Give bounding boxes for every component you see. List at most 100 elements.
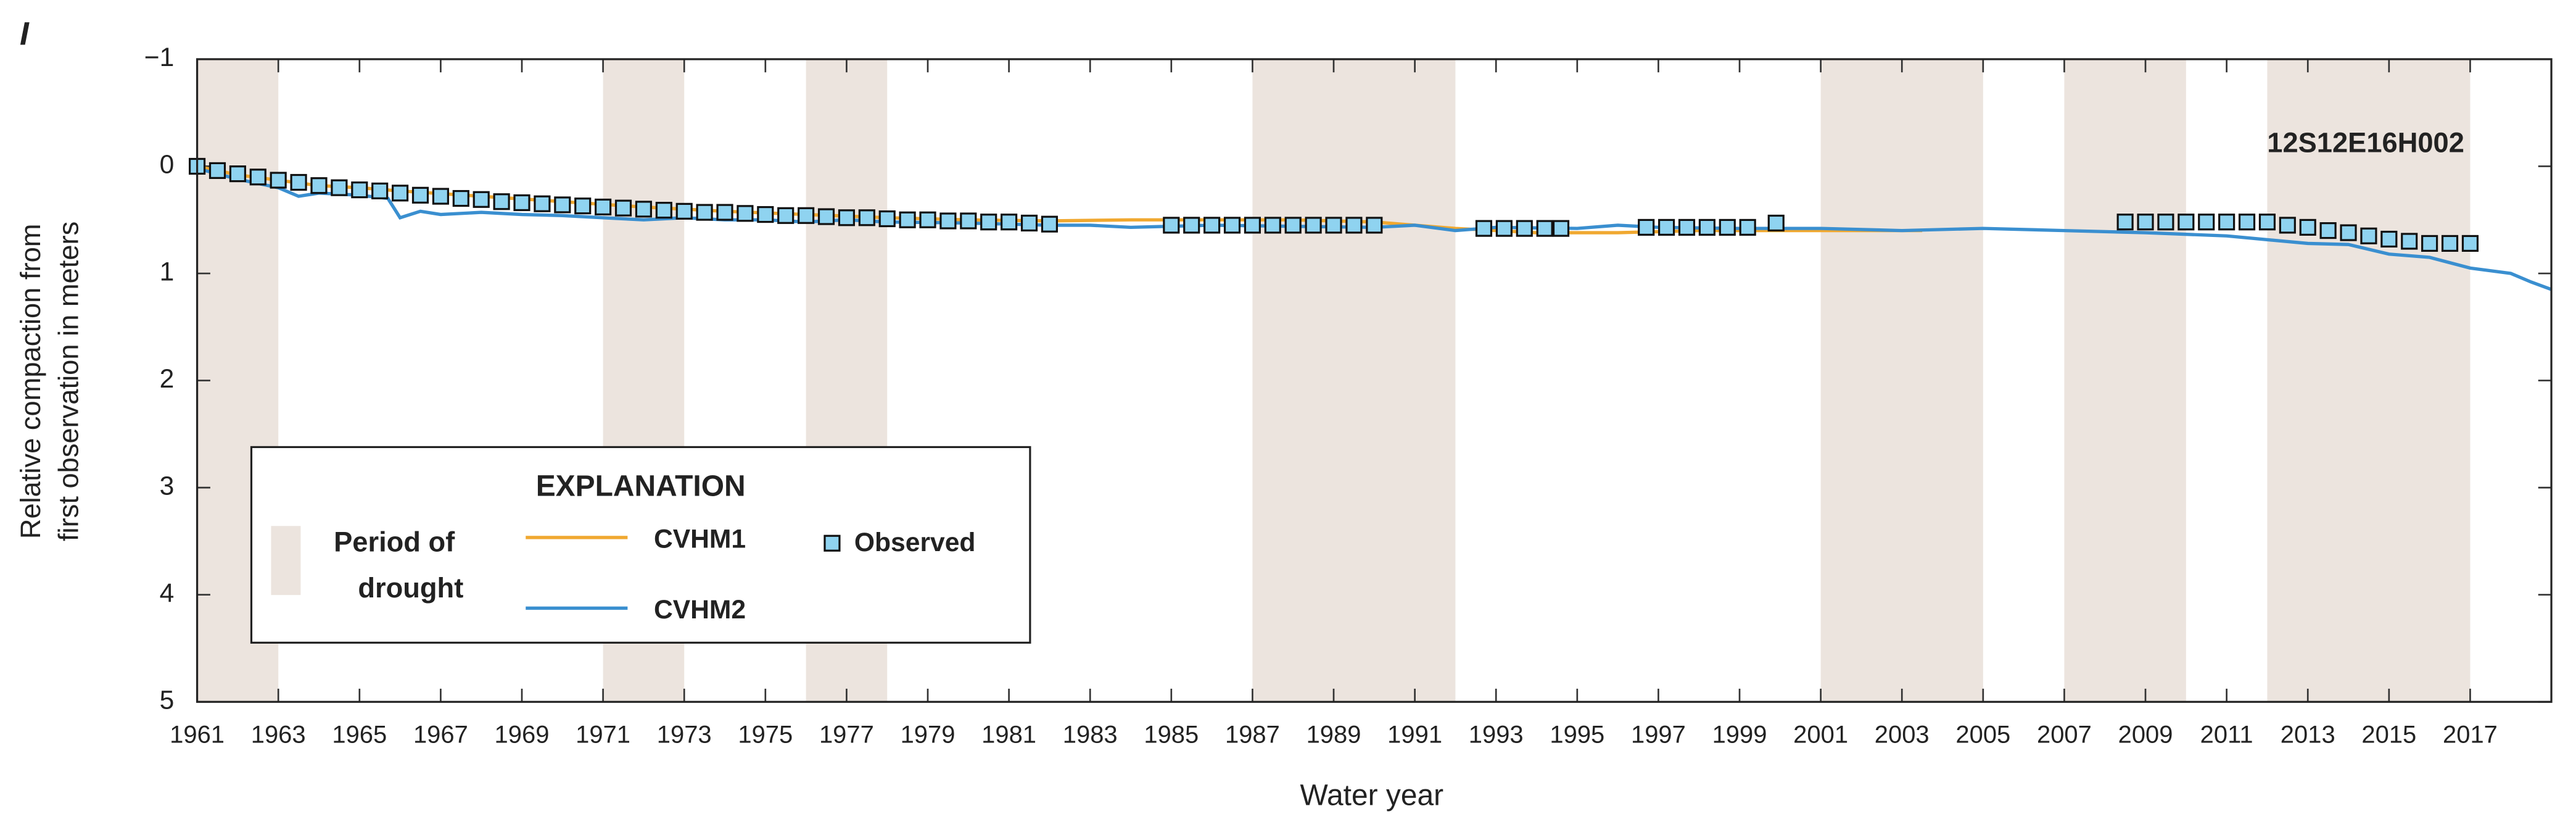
observed-point bbox=[960, 212, 977, 230]
observed-point bbox=[737, 205, 754, 222]
observed-point bbox=[432, 188, 449, 205]
observed-point bbox=[838, 209, 855, 226]
observed-point bbox=[2137, 214, 2154, 231]
observed-point bbox=[614, 199, 632, 217]
observed-point bbox=[2380, 230, 2398, 248]
observed-point bbox=[270, 172, 287, 189]
x-tick-label: 1977 bbox=[819, 721, 874, 749]
observed-point bbox=[1552, 220, 1570, 237]
observed-point bbox=[2178, 214, 2195, 231]
x-axis-label: Water year bbox=[1300, 779, 1444, 812]
x-tick-label: 2007 bbox=[2037, 721, 2092, 749]
observed-point bbox=[574, 197, 592, 215]
observed-point bbox=[554, 196, 571, 214]
x-tick-label: 1999 bbox=[1712, 721, 1767, 749]
observed-point bbox=[1020, 214, 1038, 232]
x-tick-label: 1989 bbox=[1307, 721, 1361, 749]
series-line bbox=[196, 167, 2552, 291]
x-tick-label: 1979 bbox=[901, 721, 956, 749]
observed-point bbox=[2116, 214, 2134, 231]
observed-point bbox=[858, 209, 875, 226]
x-tick-label: 1961 bbox=[170, 721, 225, 749]
x-tick-label: 1975 bbox=[738, 721, 793, 749]
legend-label: CVHM2 bbox=[654, 595, 746, 625]
observed-point bbox=[696, 204, 713, 221]
observed-point bbox=[2441, 235, 2459, 252]
legend-title: EXPLANATION bbox=[536, 470, 746, 503]
station-label: 12S12E16H002 bbox=[2267, 127, 2464, 158]
observed-point bbox=[2319, 222, 2337, 239]
observed-point bbox=[1658, 218, 1675, 236]
observed-point bbox=[493, 193, 510, 210]
x-tick-label: 1985 bbox=[1144, 721, 1199, 749]
observed-point bbox=[1203, 217, 1221, 234]
observed-point bbox=[331, 179, 348, 196]
observed-point bbox=[1163, 217, 1180, 234]
x-tick-label: 1965 bbox=[332, 721, 387, 749]
observed-point bbox=[595, 198, 612, 215]
observed-point bbox=[534, 195, 551, 212]
observed-point bbox=[229, 165, 246, 183]
observed-point bbox=[1001, 214, 1018, 231]
observed-point bbox=[899, 211, 916, 228]
y-axis-label: first observation in meters bbox=[52, 222, 84, 541]
observed-point bbox=[939, 212, 957, 230]
observed-point bbox=[2340, 224, 2357, 241]
observed-point bbox=[351, 181, 368, 199]
x-tick-label: 2005 bbox=[1955, 721, 2010, 749]
y-tick-label: 3 bbox=[160, 471, 175, 501]
x-tick-label: 1963 bbox=[251, 721, 306, 749]
observed-point bbox=[1536, 220, 1553, 237]
x-tick-label: 1981 bbox=[981, 721, 1036, 749]
x-tick-label: 2001 bbox=[1793, 721, 1848, 749]
observed-point bbox=[655, 202, 672, 219]
plot-frame bbox=[196, 58, 2553, 703]
observed-point bbox=[2279, 217, 2296, 234]
y-tick-label: 4 bbox=[160, 578, 175, 608]
drought-period bbox=[2267, 59, 2471, 702]
observed-point bbox=[208, 162, 226, 179]
observed-point bbox=[1345, 217, 1363, 234]
drought-period bbox=[1252, 59, 1456, 702]
observed-point bbox=[290, 173, 307, 191]
legend-observed-swatch bbox=[824, 534, 841, 552]
x-tick-label: 2011 bbox=[2200, 721, 2253, 749]
x-tick-label: 1973 bbox=[657, 721, 712, 749]
x-tick-label: 2003 bbox=[1875, 721, 1930, 749]
x-tick-label: 1983 bbox=[1063, 721, 1118, 749]
y-tick-label: 5 bbox=[160, 685, 175, 715]
observed-point bbox=[1475, 220, 1493, 237]
observed-point bbox=[2401, 233, 2418, 250]
x-tick-label: 1987 bbox=[1225, 721, 1280, 749]
legend-label: Observed bbox=[854, 528, 976, 557]
x-tick-label: 1991 bbox=[1387, 721, 1442, 749]
observed-point bbox=[411, 186, 429, 204]
observed-point bbox=[1495, 220, 1513, 237]
observed-point bbox=[2198, 214, 2215, 231]
observed-point bbox=[878, 210, 896, 228]
legend-drought-label: Period of bbox=[334, 526, 455, 558]
legend-label: CVHM1 bbox=[654, 524, 746, 554]
observed-point bbox=[249, 168, 266, 186]
observed-point bbox=[980, 214, 997, 231]
observed-point bbox=[777, 207, 795, 224]
y-axis-label: Relative compaction from bbox=[15, 224, 46, 539]
observed-point bbox=[1719, 218, 1736, 236]
legend-box bbox=[250, 446, 1031, 644]
observed-point bbox=[2157, 214, 2174, 231]
drought-period bbox=[2064, 59, 2186, 702]
observed-point bbox=[2421, 235, 2438, 252]
observed-point bbox=[675, 202, 693, 220]
x-tick-label: 1967 bbox=[413, 721, 468, 749]
observed-point bbox=[1638, 218, 1655, 236]
observed-point bbox=[1325, 217, 1342, 234]
observed-point bbox=[817, 208, 835, 225]
observed-point bbox=[371, 182, 389, 199]
observed-point bbox=[473, 191, 490, 208]
x-tick-label: 1993 bbox=[1469, 721, 1524, 749]
observed-point bbox=[1767, 214, 1785, 232]
x-tick-label: 1997 bbox=[1631, 721, 1686, 749]
y-tick-label: 2 bbox=[160, 364, 175, 394]
